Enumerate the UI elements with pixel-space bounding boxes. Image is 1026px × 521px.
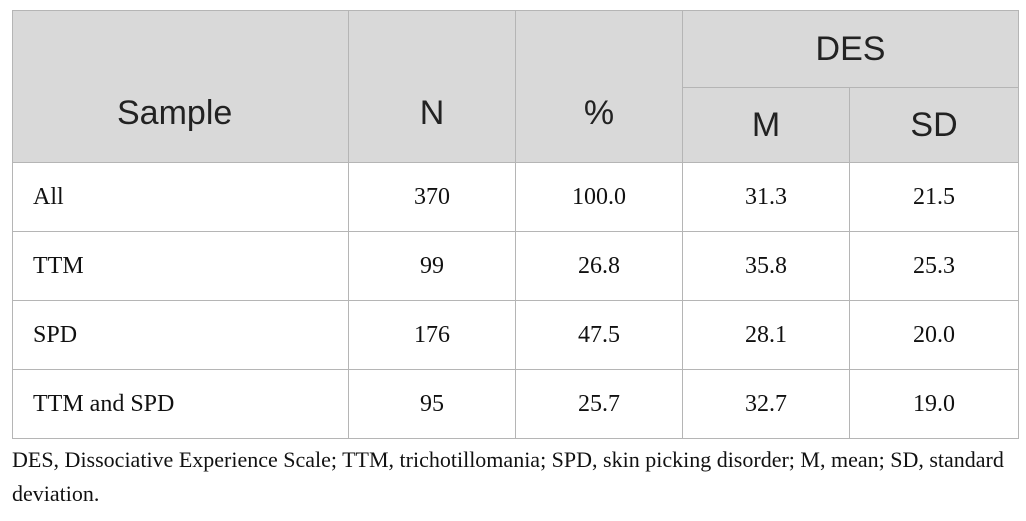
cell-sample: TTM and SPD bbox=[12, 369, 349, 439]
cell-percent: 47.5 bbox=[515, 300, 683, 370]
table-row: All 370 100.0 31.3 21.5 bbox=[12, 162, 1020, 232]
cell-mean: 31.3 bbox=[682, 162, 850, 232]
cell-sample: TTM bbox=[12, 231, 349, 301]
cell-sd: 21.5 bbox=[848, 162, 1020, 232]
table-header: Sample N % DES M SD bbox=[12, 10, 1020, 163]
cell-n: 95 bbox=[348, 369, 516, 439]
cell-sd: 19.0 bbox=[848, 369, 1020, 439]
cell-sample: All bbox=[12, 162, 349, 232]
table-footnote: DES, Dissociative Experience Scale; TTM,… bbox=[12, 447, 1004, 506]
table-body: All 370 100.0 31.3 21.5 TTM 99 26.8 35.8… bbox=[12, 162, 1020, 439]
header-row-sub: M SD bbox=[13, 87, 1020, 163]
cell-percent: 100.0 bbox=[515, 162, 683, 232]
cell-mean: 32.7 bbox=[682, 369, 850, 439]
cell-percent: 25.7 bbox=[515, 369, 683, 439]
table-row: SPD 176 47.5 28.1 20.0 bbox=[12, 300, 1020, 370]
des-table: Sample N % DES M SD All 370 100.0 31.3 2… bbox=[12, 10, 1020, 439]
cell-sd: 25.3 bbox=[848, 231, 1020, 301]
header-des-group: DES bbox=[681, 10, 1020, 88]
header-row-top: Sample N % DES bbox=[12, 10, 1020, 163]
cell-mean: 35.8 bbox=[682, 231, 850, 301]
header-percent: % bbox=[515, 10, 683, 163]
cell-percent: 26.8 bbox=[515, 231, 683, 301]
header-sample: Sample bbox=[12, 10, 349, 163]
header-n: N bbox=[348, 10, 516, 163]
des-table-container: Sample N % DES M SD All 370 100.0 31.3 2… bbox=[12, 10, 1020, 439]
cell-sample: SPD bbox=[12, 300, 349, 370]
cell-n: 176 bbox=[348, 300, 516, 370]
table-row: TTM 99 26.8 35.8 25.3 bbox=[12, 231, 1020, 301]
cell-sd: 20.0 bbox=[848, 300, 1020, 370]
cell-mean: 28.1 bbox=[682, 300, 850, 370]
header-mean: M bbox=[682, 87, 850, 163]
table-row: TTM and SPD 95 25.7 32.7 19.0 bbox=[12, 369, 1020, 439]
cell-n: 370 bbox=[348, 162, 516, 232]
cell-n: 99 bbox=[348, 231, 516, 301]
header-sd: SD bbox=[848, 87, 1020, 163]
